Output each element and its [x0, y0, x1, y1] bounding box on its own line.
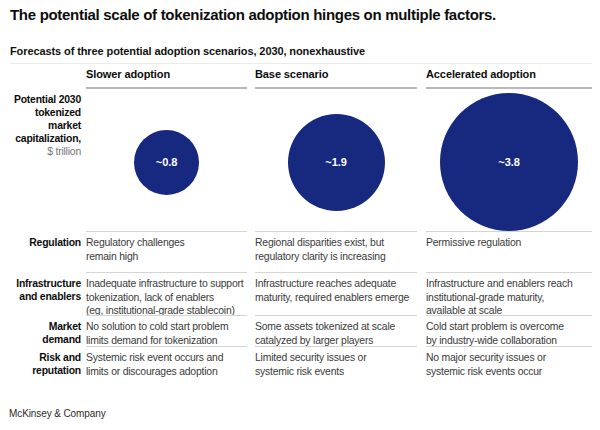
- bubble-cell-base-scenario: ~1.9: [255, 92, 417, 232]
- cell-risk-base: Limited security issues or systemic risk…: [255, 346, 417, 378]
- bubble-slower-adoption: ~0.8: [134, 130, 199, 195]
- cell-market-demand-base: Some assets tokenized at scale catalyzed…: [255, 315, 417, 347]
- cell-infrastructure-base: Infrastructure reaches adequate maturity…: [255, 272, 417, 304]
- bubble-value-label: ~3.8: [498, 156, 519, 168]
- bubble-cell-slower-adoption: ~0.8: [86, 92, 247, 232]
- cell-market-demand-slower: No solution to cold start problem limits…: [86, 315, 247, 347]
- page-title: The potential scale of tokenization adop…: [10, 6, 592, 23]
- cell-regulation-base: Regional disparities exist, but regulato…: [255, 231, 417, 263]
- bubble-accelerated-adoption: ~3.8: [440, 93, 578, 231]
- row-label-risk-reputation: Risk and reputation: [0, 346, 81, 377]
- bubble-chart: ~0.8 ~1.9 ~3.8: [0, 92, 600, 232]
- bubble-value-label: ~1.9: [325, 156, 346, 168]
- cell-infrastructure-slower: Inadequate infrastructure to support tok…: [86, 272, 247, 318]
- cell-risk-accelerated: No major security issues or systemic ris…: [426, 346, 592, 378]
- brand-footer: McKinsey & Company: [9, 408, 106, 419]
- bubble-value-label: ~0.8: [156, 156, 177, 168]
- cell-market-demand-accelerated: Cold start problem is overcome by indust…: [426, 315, 592, 347]
- row-label-infrastructure: Infrastructure and enablers: [0, 272, 81, 303]
- cell-infrastructure-accelerated: Infrastructure and enablers reach instit…: [426, 272, 592, 318]
- top-divider: [10, 63, 592, 64]
- cell-risk-slower: Systemic risk event occurs and limits or…: [86, 346, 247, 378]
- bubble-cell-accelerated-adoption: ~3.8: [426, 92, 592, 232]
- cell-regulation-slower: Regulatory challenges remain high: [86, 231, 247, 263]
- row-label-market-demand: Market demand: [0, 315, 81, 346]
- exhibit-page: The potential scale of tokenization adop…: [0, 0, 600, 430]
- cell-regulation-accelerated: Permissive regulation: [426, 231, 592, 250]
- column-header-accelerated-adoption: Accelerated adoption: [426, 68, 592, 89]
- column-header-base-scenario: Base scenario: [255, 68, 417, 89]
- chart-subtitle: Forecasts of three potential adoption sc…: [10, 45, 592, 57]
- bubble-base-scenario: ~1.9: [288, 114, 385, 211]
- row-label-regulation: Regulation: [0, 231, 81, 249]
- column-header-slower-adoption: Slower adoption: [86, 68, 247, 89]
